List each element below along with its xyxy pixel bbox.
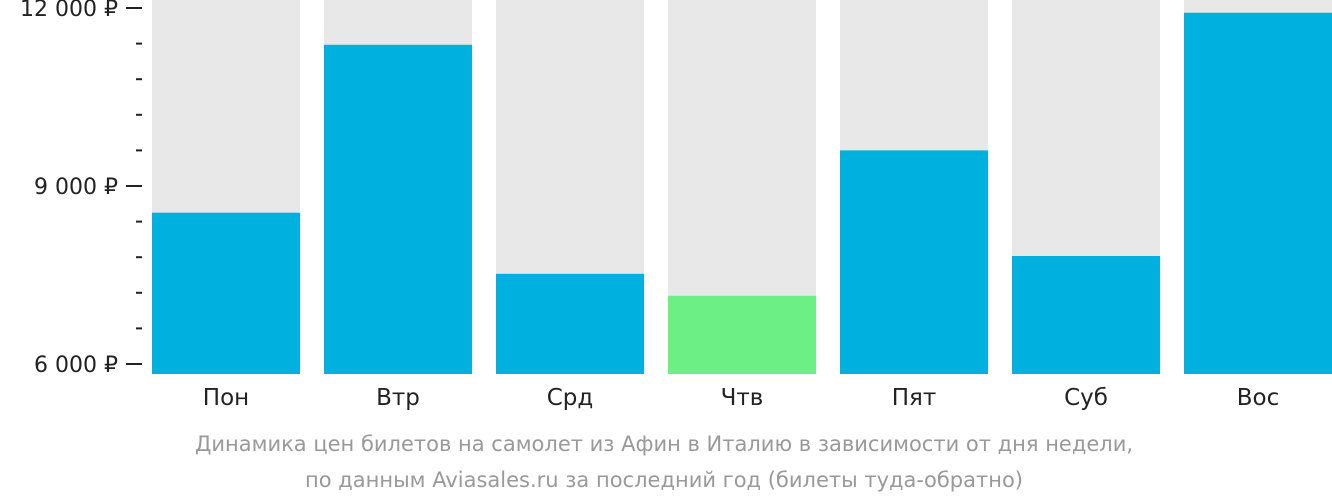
bar-6 xyxy=(1012,256,1160,374)
x-tick-label: Срд xyxy=(547,385,594,411)
bar-3 xyxy=(496,273,644,374)
x-tick-label: Чтв xyxy=(721,385,764,411)
y-tick-label: 12 000 ₽ xyxy=(20,0,118,22)
y-tick-label: 6 000 ₽ xyxy=(34,353,118,378)
y-axis: 6 000 ₽ 9 000 ₽ 12 000 ₽ xyxy=(20,0,142,378)
bar-2 xyxy=(324,44,472,374)
x-tick-label: Пят xyxy=(892,385,937,411)
x-axis-labels: Пон Втр Срд Чтв Пят Суб Вос xyxy=(203,385,1279,411)
x-tick-label: Втр xyxy=(376,385,420,411)
x-tick-label: Суб xyxy=(1064,385,1108,411)
x-tick-label: Вос xyxy=(1237,385,1280,411)
price-by-weekday-chart: 6 000 ₽ 9 000 ₽ 12 000 ₽ Пон Втр Срд Чтв Пят Су… xyxy=(20,0,1332,411)
bar-4 xyxy=(668,295,816,374)
chart-caption-line-2: по данным Aviasales.ru за последний год … xyxy=(305,468,1023,492)
chart-caption-line-1: Динамика цен билетов на самолет из Афин … xyxy=(194,432,1134,456)
bar-5 xyxy=(840,150,988,374)
bar-7 xyxy=(1184,12,1332,374)
bars xyxy=(152,12,1332,374)
x-tick-label: Пон xyxy=(203,385,249,411)
bar-1 xyxy=(152,212,300,374)
y-tick-label: 9 000 ₽ xyxy=(34,175,118,200)
